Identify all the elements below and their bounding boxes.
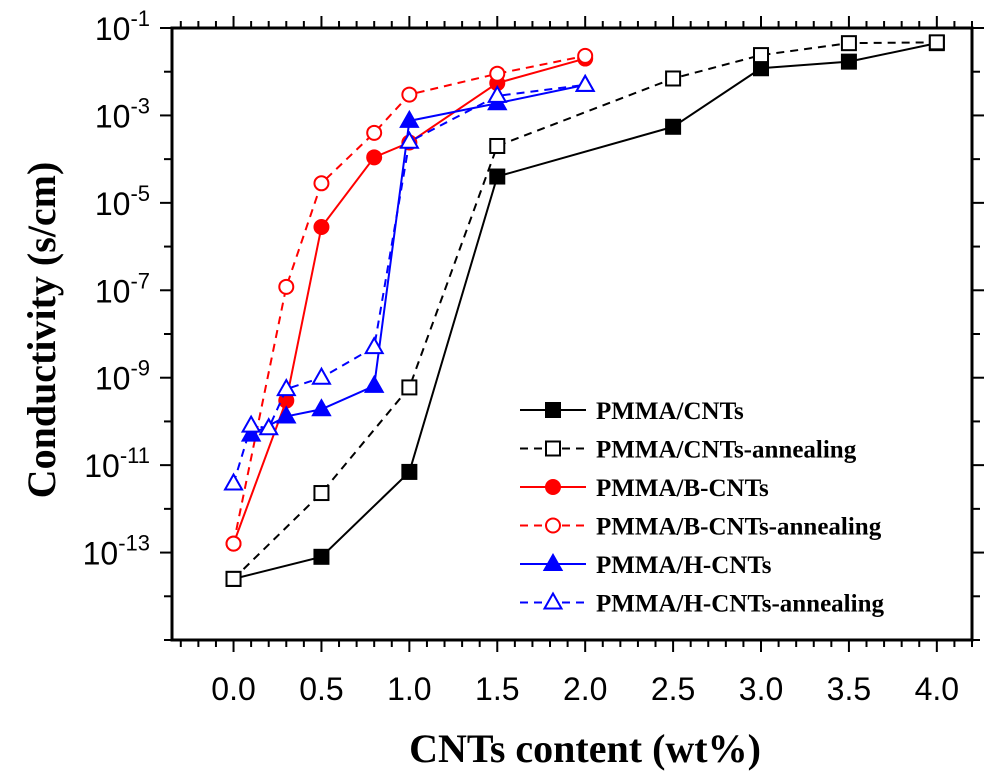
data-point	[401, 379, 418, 396]
data-point	[363, 336, 385, 355]
series-pmma-cnts-annealing	[225, 34, 945, 587]
legend-item: PMMA/H-CNTs-annealing	[520, 591, 884, 618]
data-point	[276, 378, 297, 397]
legend-marker	[542, 552, 564, 571]
x-tick-label: 1.5	[475, 671, 519, 707]
data-point	[313, 175, 330, 192]
data-point	[399, 109, 420, 128]
data-point	[665, 118, 682, 135]
legend-item: PMMA/B-CNTs	[520, 475, 769, 502]
data-point	[489, 65, 506, 82]
legend-marker	[545, 402, 561, 418]
series-line	[233, 42, 938, 580]
axis-ticks	[160, 16, 984, 652]
legend-marker	[542, 591, 564, 610]
data-point	[840, 35, 857, 52]
data-point	[489, 168, 506, 185]
y-tick-label: 10-1	[95, 6, 150, 47]
legend-marker	[545, 440, 561, 457]
x-tick-label: 4.0	[915, 671, 959, 707]
y-tick-label: 10-7	[95, 268, 150, 309]
legend-label: PMMA/B-CNTs	[596, 475, 769, 502]
x-tick-label: 1.0	[387, 671, 431, 707]
legend-item: PMMA/CNTs-annealing	[520, 437, 857, 464]
legend-label: PMMA/H-CNTs-annealing	[596, 591, 884, 618]
data-point	[313, 219, 330, 236]
data-point	[574, 73, 596, 92]
data-point	[223, 472, 244, 491]
data-point	[225, 570, 242, 587]
data-point	[401, 86, 418, 103]
data-point	[401, 463, 418, 480]
data-point	[311, 398, 332, 417]
data-point	[840, 53, 857, 70]
series-pmma-cnts	[225, 35, 945, 587]
y-tick-label: 10-3	[95, 93, 150, 134]
data-point	[276, 405, 297, 424]
data-point	[363, 374, 385, 393]
data-point	[313, 548, 330, 565]
legend-label: PMMA/CNTs	[596, 398, 744, 425]
series-layer	[223, 34, 945, 587]
series-pmma-b-cnts-annealing	[225, 47, 594, 552]
data-point	[577, 47, 594, 64]
legend-label: PMMA/B-CNTs-annealing	[596, 514, 882, 541]
legend-marker	[545, 517, 561, 534]
data-point	[278, 278, 295, 295]
data-point	[311, 366, 332, 385]
legend: PMMA/CNTs PMMA/CNTs-annealing PMMA/B-CNTs P…	[520, 398, 884, 618]
y-tick-label: 10-13	[83, 531, 150, 572]
y-axis-title: Conductivity (s/cm)	[19, 162, 64, 499]
series-pmma-h-cnts-annealing	[223, 73, 596, 491]
data-point	[366, 124, 383, 141]
legend-marker	[545, 479, 561, 495]
data-point	[753, 60, 770, 77]
data-point	[487, 84, 508, 103]
x-tick-label: 0.0	[211, 671, 255, 707]
x-tick-label: 2.0	[563, 671, 607, 707]
x-tick-label: 3.0	[739, 671, 783, 707]
legend-label: PMMA/H-CNTs	[596, 552, 772, 579]
y-tick-label: 10-11	[84, 443, 150, 484]
legend-item: PMMA/B-CNTs-annealing	[520, 514, 882, 541]
data-point	[753, 47, 770, 64]
data-point	[928, 34, 945, 51]
data-point	[258, 417, 279, 436]
data-point	[240, 414, 262, 433]
x-tick-label: 3.5	[827, 671, 871, 707]
data-point	[665, 70, 682, 87]
x-tick-label: 0.5	[299, 671, 343, 707]
data-point	[313, 485, 330, 502]
series-line	[232, 41, 937, 580]
data-point	[225, 535, 242, 552]
data-point	[399, 130, 420, 149]
x-axis-title: CNTs content (wt%)	[409, 726, 761, 771]
data-point	[366, 149, 383, 166]
y-tick-label: 10-9	[95, 356, 150, 397]
plot-frame	[170, 26, 974, 642]
plot-border	[170, 26, 974, 642]
legend-item: PMMA/H-CNTs	[520, 552, 772, 579]
legend-label: PMMA/CNTs-annealing	[596, 437, 857, 464]
legend-item: PMMA/CNTs	[520, 398, 744, 425]
tick-labels: 0.0 0.5 1.0 1.5 2.0 2.5 3.0 3.5 4.0 10-1 10-3 10-5 1…	[83, 6, 959, 707]
y-tick-label: 10-5	[95, 181, 150, 222]
data-point	[489, 137, 506, 154]
x-tick-label: 2.5	[651, 671, 695, 707]
